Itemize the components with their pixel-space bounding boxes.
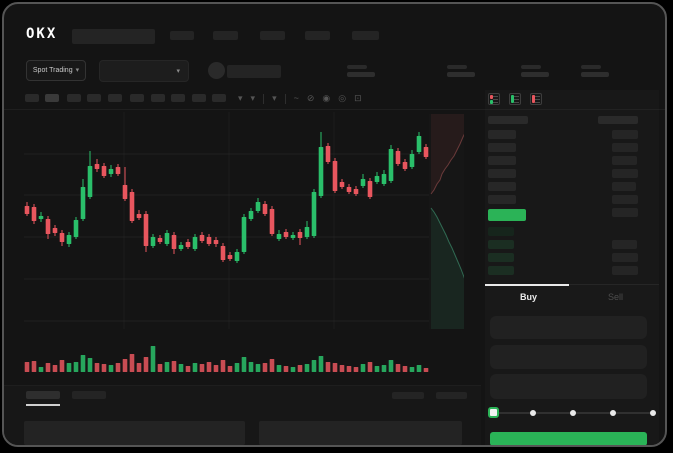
nav-item-placeholder[interactable]	[352, 31, 379, 40]
ask-row-size[interactable]	[488, 130, 516, 139]
ask-row-size[interactable]	[488, 182, 516, 191]
bid-row-size[interactable]	[488, 266, 514, 275]
ask-row-size[interactable]	[488, 156, 516, 165]
stat-value-placeholder	[521, 72, 549, 77]
stat-label-placeholder	[347, 65, 367, 69]
nav-item-placeholder[interactable]	[170, 31, 194, 40]
bottom-action-placeholder[interactable]	[392, 392, 424, 399]
active-tab-indicator	[26, 404, 60, 406]
ask-row-size[interactable]	[488, 195, 516, 204]
order-book-panel: Buy Sell	[485, 90, 659, 445]
bid-row-total[interactable]	[612, 240, 637, 249]
draw-tool-icon[interactable]: ⊘	[306, 93, 315, 103]
bottom-tab-active[interactable]	[26, 391, 60, 399]
timeframe-chip[interactable]	[25, 94, 39, 102]
bid-row-total[interactable]	[612, 253, 638, 262]
orders-placeholder-box	[24, 421, 245, 445]
tab-buy[interactable]: Buy	[519, 292, 537, 302]
market-type-label: Spot Trading	[32, 67, 73, 74]
timeframe-chip[interactable]	[171, 94, 185, 102]
timeframe-chip[interactable]	[108, 94, 122, 102]
ask-row-total[interactable]	[612, 208, 638, 217]
buy-button[interactable]	[490, 432, 647, 445]
slider-stop[interactable]	[570, 410, 576, 416]
stat-label-placeholder	[521, 65, 541, 69]
book-header-left	[488, 116, 528, 124]
bid-row-size[interactable]	[488, 227, 514, 236]
ask-row-total[interactable]	[612, 195, 638, 204]
header-placeholder	[72, 29, 155, 44]
toolbar-divider	[263, 93, 265, 104]
chart-style-dropdown-icon[interactable]: ▾	[250, 93, 256, 103]
market-type-dropdown[interactable]: Spot Trading ▾	[26, 60, 86, 81]
stat-value-placeholder	[581, 72, 609, 77]
stat-value-placeholder	[347, 72, 375, 77]
total-input[interactable]	[490, 374, 647, 399]
camera-icon[interactable]: ◉	[322, 93, 331, 103]
bid-row-total[interactable]	[612, 266, 638, 275]
timeframe-chip[interactable]	[192, 94, 206, 102]
nav-item-placeholder[interactable]	[305, 31, 330, 40]
book-both-icon[interactable]	[488, 93, 500, 105]
bottom-tab[interactable]	[72, 391, 106, 399]
amount-input[interactable]	[490, 345, 647, 369]
amount-slider[interactable]	[493, 410, 656, 416]
price-placeholder	[227, 65, 281, 78]
book-header-right	[598, 116, 638, 124]
trade-tabs: Buy Sell	[485, 284, 659, 310]
orders-placeholder-box	[259, 421, 462, 445]
app-window: OKX Spot Trading ▾ ▾ ▾ ▾ ▾ ~ ⊘ ◉ ◎ ⊡ Buy	[2, 2, 667, 447]
ask-row-total[interactable]	[612, 169, 638, 178]
ask-row-total[interactable]	[612, 130, 638, 139]
settings-icon[interactable]: ◎	[338, 93, 347, 103]
slider-stop[interactable]	[650, 410, 656, 416]
nav-item-placeholder[interactable]	[260, 31, 285, 40]
timeframe-chip[interactable]	[212, 94, 226, 102]
candlestick-chart	[24, 114, 481, 372]
ask-row-size[interactable]	[488, 143, 516, 152]
tab-sell[interactable]: Sell	[607, 292, 623, 302]
chevron-down-icon: ▾	[75, 67, 80, 74]
book-asks-icon[interactable]	[530, 93, 542, 105]
active-tab-indicator	[485, 284, 569, 286]
slider-handle[interactable]	[488, 407, 499, 418]
slider-stop[interactable]	[610, 410, 616, 416]
nav-item-placeholder[interactable]	[213, 31, 238, 40]
bottom-action-placeholder[interactable]	[436, 392, 467, 399]
timeframe-chip[interactable]	[130, 94, 144, 102]
ask-row-size[interactable]	[488, 169, 516, 178]
stat-label-placeholder	[581, 65, 601, 69]
timeframe-chip[interactable]	[151, 94, 165, 102]
ask-row-total[interactable]	[612, 182, 636, 191]
price-input[interactable]	[490, 316, 647, 339]
stat-label-placeholder	[447, 65, 467, 69]
pair-selector-dropdown[interactable]: ▾	[99, 60, 189, 82]
book-bids-icon[interactable]	[509, 93, 521, 105]
fullscreen-icon[interactable]: ⊡	[354, 93, 362, 103]
overlay-dropdown-icon[interactable]: ▾	[272, 93, 277, 103]
indicator-line-icon[interactable]: ~	[293, 93, 299, 103]
price-chart[interactable]	[24, 112, 481, 382]
coin-icon	[208, 62, 225, 79]
stat-value-placeholder	[447, 72, 475, 77]
timeframe-chip[interactable]	[87, 94, 101, 102]
timeframe-chip[interactable]	[45, 94, 59, 102]
toolbar-divider	[284, 93, 286, 104]
ask-row-total[interactable]	[612, 143, 638, 152]
last-price-bar[interactable]	[488, 209, 526, 221]
bid-row-size[interactable]	[488, 253, 514, 262]
bid-row-size[interactable]	[488, 240, 514, 249]
ask-row-total[interactable]	[612, 156, 637, 165]
timeframe-chip[interactable]	[67, 94, 81, 102]
chart-tools: ▾ ▾ ▾ ~ ⊘ ◉ ◎ ⊡	[238, 93, 362, 104]
okx-logo: OKX	[26, 26, 58, 42]
slider-stop[interactable]	[530, 410, 536, 416]
interval-dropdown-icon[interactable]: ▾	[238, 93, 243, 103]
chevron-down-icon: ▾	[176, 67, 180, 75]
